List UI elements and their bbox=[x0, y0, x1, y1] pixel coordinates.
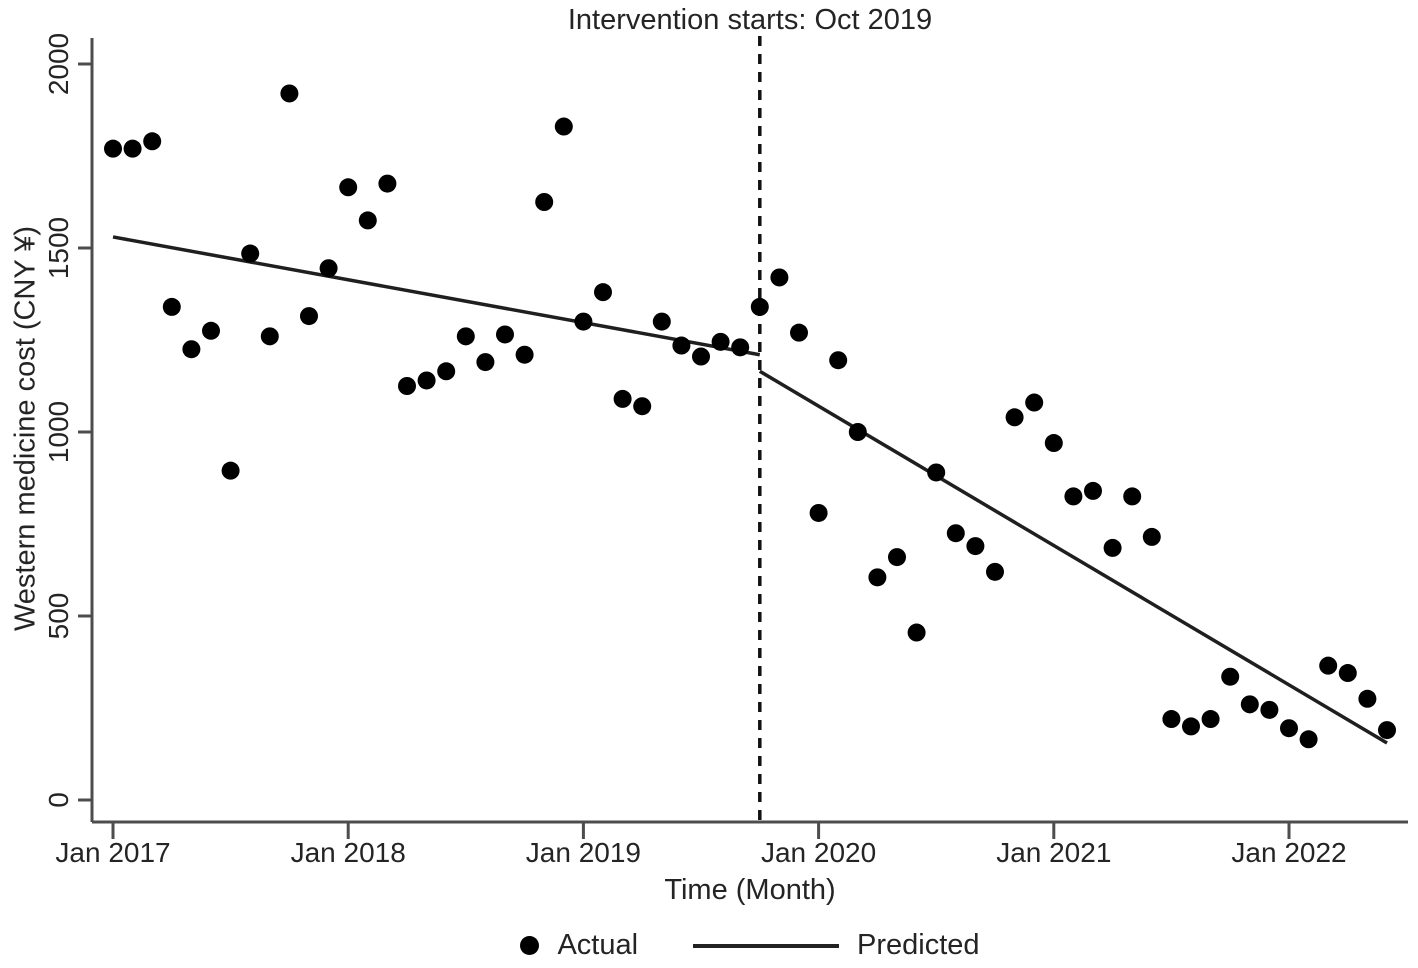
scatter-point bbox=[1025, 393, 1044, 412]
y-tick-label: 1500 bbox=[43, 217, 74, 279]
scatter-point bbox=[515, 345, 534, 364]
scatter-point bbox=[202, 321, 220, 340]
scatter-point bbox=[1319, 656, 1338, 675]
scatter-point bbox=[300, 307, 318, 326]
scatter-point bbox=[731, 338, 750, 357]
scatter-point bbox=[1084, 481, 1102, 500]
scatter-point bbox=[280, 84, 299, 103]
scatter-point bbox=[1201, 710, 1220, 729]
scatter-point bbox=[378, 174, 397, 193]
y-tick-label: 2000 bbox=[43, 33, 74, 95]
x-tick-label: Jan 2019 bbox=[526, 837, 641, 868]
scatter-point bbox=[927, 463, 946, 482]
scatter-point bbox=[496, 325, 514, 344]
actual-dot-marker-icon bbox=[520, 936, 540, 955]
scatter-point bbox=[437, 362, 456, 381]
legend: Actual Predicted bbox=[92, 929, 1408, 962]
scatter-point bbox=[319, 259, 338, 278]
scatter-point bbox=[652, 312, 671, 331]
scatter-point bbox=[1123, 487, 1142, 506]
scatter-point bbox=[1005, 408, 1024, 427]
scatter-point bbox=[1338, 664, 1357, 683]
x-tick-label: Jan 2017 bbox=[55, 837, 170, 868]
scatter-point bbox=[123, 139, 142, 158]
scatter-point bbox=[711, 332, 730, 351]
y-tick-label: 500 bbox=[43, 593, 74, 640]
scatter-point bbox=[750, 297, 769, 316]
scatter-point bbox=[358, 211, 377, 230]
scatter-point bbox=[1221, 667, 1240, 686]
scatter-point bbox=[260, 327, 279, 346]
scatter-point bbox=[946, 524, 965, 543]
scatter-point bbox=[241, 244, 260, 263]
y-axis-title: Western medicine cost (CNY ¥) bbox=[9, 225, 42, 632]
scatter-point bbox=[182, 340, 201, 359]
scatter-point bbox=[1358, 689, 1377, 708]
scatter-point bbox=[633, 397, 652, 416]
scatter-point bbox=[1260, 700, 1279, 719]
scatter-point bbox=[1299, 730, 1318, 749]
scatter-point bbox=[1142, 527, 1161, 546]
scatter-point bbox=[339, 178, 358, 197]
scatter-point bbox=[456, 327, 475, 346]
scatter-point bbox=[986, 562, 1004, 581]
scatter-point bbox=[770, 268, 789, 287]
scatter-point bbox=[398, 377, 416, 395]
predicted-line-pre bbox=[112, 235, 761, 357]
scatter-point bbox=[692, 347, 710, 366]
scatter-point bbox=[417, 371, 436, 390]
predicted-line-marker-icon bbox=[693, 943, 840, 948]
scatter-point bbox=[162, 297, 181, 316]
legend-label-actual: Actual bbox=[557, 929, 639, 961]
scatter-point bbox=[143, 132, 162, 151]
y-tick-label: 1000 bbox=[43, 401, 74, 463]
scatter-point bbox=[790, 323, 808, 342]
scatter-point bbox=[848, 423, 867, 441]
scatter-point bbox=[613, 389, 632, 408]
legend-label-predicted: Predicted bbox=[857, 929, 980, 961]
scatter-point bbox=[574, 312, 593, 331]
scatter-point bbox=[1182, 717, 1200, 736]
scatter-point bbox=[554, 117, 573, 136]
scatter-point bbox=[809, 503, 828, 522]
scatter-point bbox=[966, 537, 985, 556]
chart-title: Intervention starts: Oct 2019 bbox=[567, 4, 933, 36]
scatter-point bbox=[868, 568, 887, 587]
scatter-point bbox=[1044, 434, 1063, 453]
scatter-point bbox=[829, 351, 848, 370]
scatter-point bbox=[1378, 721, 1396, 740]
scatter-point bbox=[104, 139, 122, 158]
scatter-point bbox=[907, 623, 926, 642]
scatter-point bbox=[221, 461, 240, 480]
y-tick-label: 0 bbox=[43, 792, 74, 808]
scatter-point bbox=[1162, 710, 1181, 729]
scatter-point bbox=[594, 283, 612, 302]
scatter-point bbox=[1240, 695, 1259, 714]
x-tick-label: Jan 2022 bbox=[1231, 837, 1346, 868]
scatter-point bbox=[535, 193, 554, 211]
scatter-point bbox=[888, 548, 906, 567]
x-tick-label: Jan 2020 bbox=[761, 837, 876, 868]
x-axis-title: Time (Month) bbox=[664, 874, 836, 906]
scatter-point bbox=[672, 336, 691, 355]
scatter-point bbox=[476, 353, 495, 372]
scatter-point bbox=[1280, 719, 1298, 738]
x-tick-label: Jan 2018 bbox=[291, 837, 406, 868]
scatter-point bbox=[1064, 487, 1083, 506]
scatter-point bbox=[1103, 538, 1122, 557]
x-tick-label: Jan 2021 bbox=[996, 837, 1111, 868]
